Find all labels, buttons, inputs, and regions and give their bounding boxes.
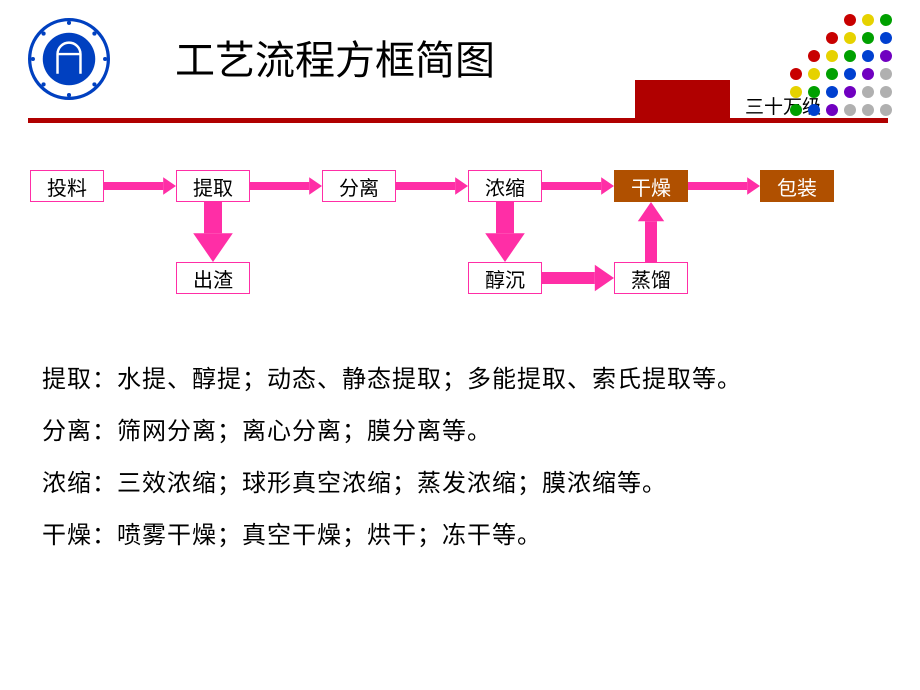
- flow-node-n-residue: 出渣: [176, 262, 250, 294]
- description-line-3: 浓缩：三效浓缩；球形真空浓缩；蒸发浓缩；膜浓缩等。: [42, 472, 667, 496]
- flow-node-n-pack: 包装: [760, 170, 834, 202]
- flow-node-n-distill: 蒸馏: [614, 262, 688, 294]
- flow-node-n-dry: 干燥: [614, 170, 688, 202]
- decorative-dot-grid: [786, 10, 906, 135]
- flow-node-n-extract: 提取: [176, 170, 250, 202]
- title-accent-box: [635, 80, 730, 122]
- flow-node-n-concentrate: 浓缩: [468, 170, 542, 202]
- description-line-4: 干燥：喷雾干燥；真空干燥；烘干；冻干等。: [42, 524, 542, 548]
- description-line-2: 分离：筛网分离；离心分离；膜分离等。: [42, 420, 492, 444]
- title-underline: [28, 118, 888, 123]
- flow-node-n-separate: 分离: [322, 170, 396, 202]
- description-line-1: 提取：水提、醇提；动态、静态提取；多能提取、索氏提取等。: [42, 368, 742, 392]
- university-logo: [28, 18, 110, 100]
- flow-node-n-feed: 投料: [30, 170, 104, 202]
- process-flowchart: 投料 提取 分离 浓缩 干燥 包装出渣 醇沉 蒸馏: [30, 170, 890, 330]
- slide-title: 工艺流程方框简图: [175, 28, 495, 86]
- flow-node-n-alcohol: 醇沉: [468, 262, 542, 294]
